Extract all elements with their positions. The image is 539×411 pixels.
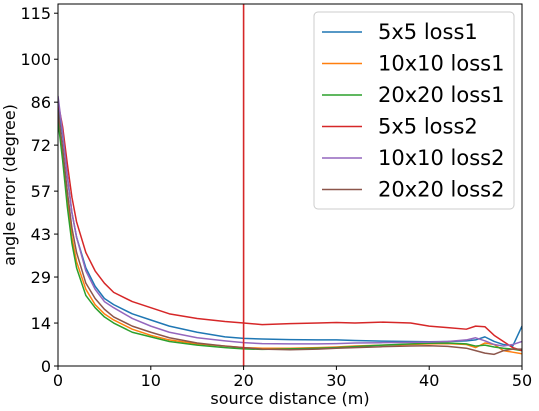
y-axis-label: angle error (degree) bbox=[0, 104, 19, 266]
x-axis-label: source distance (m) bbox=[210, 389, 369, 408]
y-tick-layer: 0 14 29 43 57 72 86 100 115 bbox=[20, 4, 58, 376]
series-line-4 bbox=[58, 102, 522, 352]
axes-frame bbox=[57, 3, 523, 367]
series-line-1 bbox=[58, 105, 522, 347]
y-tick-label: 14 bbox=[31, 314, 51, 333]
legend-label-5: 10x10 loss2 bbox=[378, 146, 504, 170]
series-line-5 bbox=[58, 95, 522, 347]
x-tick-label: 30 bbox=[326, 371, 346, 390]
series-line-6 bbox=[58, 111, 522, 356]
y-tick-label: 72 bbox=[31, 136, 51, 155]
legend-label-2: 10x10 loss1 bbox=[378, 52, 504, 76]
series-line-2 bbox=[58, 114, 522, 355]
x-tick-label: 10 bbox=[141, 371, 161, 390]
y-tick-label: 86 bbox=[31, 93, 51, 112]
legend-label-1: 5x5 loss1 bbox=[378, 20, 478, 44]
y-tick-label: 100 bbox=[20, 50, 51, 69]
y-tick-label: 29 bbox=[31, 268, 51, 287]
y-tick-label: 57 bbox=[31, 182, 51, 201]
legend-box bbox=[313, 11, 515, 210]
series-layer bbox=[58, 95, 522, 356]
legend-label-4: 5x5 loss2 bbox=[378, 115, 478, 139]
y-tick-label: 43 bbox=[31, 225, 51, 244]
x-tick-label: 50 bbox=[512, 371, 532, 390]
x-tick-layer: 0 10 20 30 40 50 bbox=[53, 366, 532, 390]
y-tick-label: 115 bbox=[20, 4, 51, 23]
legend-label-3: 20x20 loss1 bbox=[378, 83, 504, 107]
legend: 5x5 loss1 10x10 loss1 20x20 loss1 5x5 loss2… bbox=[313, 11, 515, 210]
y-tick-label: 0 bbox=[41, 357, 51, 376]
legend-label-6: 20x20 loss2 bbox=[378, 178, 504, 202]
x-tick-label: 20 bbox=[233, 371, 253, 390]
x-tick-label: 0 bbox=[53, 371, 63, 390]
x-tick-label: 40 bbox=[419, 371, 439, 390]
